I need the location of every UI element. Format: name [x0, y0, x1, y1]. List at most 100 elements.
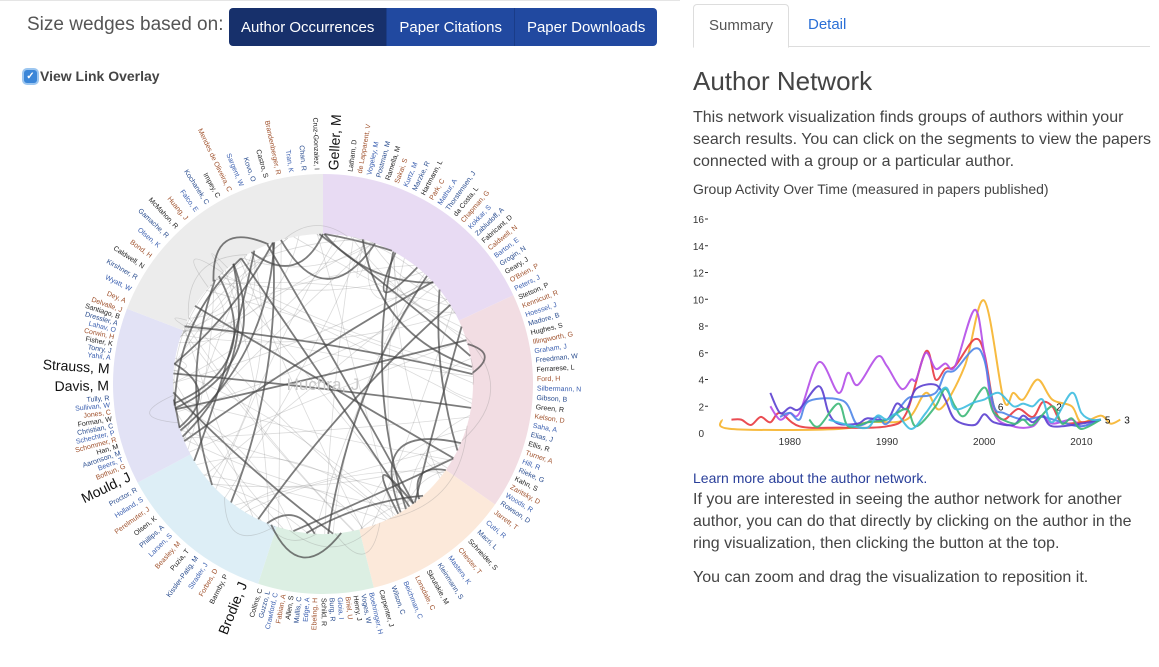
view-link-overlay-toggle[interactable]: ✓ View Link Overlay [24, 68, 160, 84]
author-link-curve [203, 474, 386, 521]
author-link-curve [284, 225, 347, 240]
author-label[interactable]: Wilson, C [389, 585, 405, 616]
author-link-curve [293, 457, 454, 532]
author-label[interactable]: Mullis, C [294, 596, 304, 623]
author-link-curve [174, 317, 188, 327]
author-link-curve [183, 250, 254, 441]
author-label[interactable]: Strauss, M [42, 356, 110, 376]
author-link-curve [416, 468, 446, 500]
size-mode-button-group: Author Occurrences Paper Citations Paper… [229, 8, 658, 46]
author-label[interactable]: Cruz-Gonzalez, I [311, 117, 320, 170]
author-link-curve [371, 308, 454, 526]
author-label[interactable]: Geller, M [325, 114, 344, 171]
author-label[interactable]: Chan, R [298, 145, 307, 171]
ring-wedge-group[interactable] [445, 295, 534, 505]
author-link-curve [183, 326, 254, 517]
author-label[interactable]: Davis, M [54, 377, 109, 394]
y-tick-label: 2 [698, 402, 704, 413]
author-label[interactable]: Burg, R [328, 598, 336, 622]
author-link-curve [224, 497, 276, 536]
ring-wedge-group[interactable] [359, 470, 496, 588]
series-line [769, 383, 1102, 428]
author-link-curve [387, 257, 405, 513]
author-label[interactable]: Silbermann, N [537, 386, 582, 394]
author-link-curve [437, 289, 459, 451]
author-link-curve [209, 282, 452, 307]
ring-wedge-group[interactable] [112, 308, 191, 483]
tab-detail[interactable]: Detail [808, 16, 847, 33]
author-link-curve [323, 233, 434, 284]
view-link-overlay-label: View Link Overlay [40, 68, 160, 84]
y-tick-label: 6 [698, 349, 704, 360]
author-label[interactable]: Graham, J [534, 343, 567, 355]
author-link-curve [240, 257, 411, 508]
tab-summary[interactable]: Summary [693, 4, 790, 48]
author-link-curve [381, 251, 407, 510]
author-link-curve [181, 263, 240, 438]
x-tick-label: 1990 [876, 437, 899, 445]
y-tick-label: 0 [698, 429, 704, 440]
author-label[interactable]: Latham, D [348, 139, 359, 172]
author-label[interactable]: Freedman, W [535, 353, 578, 365]
author-label[interactable]: Sullivan, W [75, 402, 111, 413]
author-link-curve [178, 276, 233, 343]
series-end-label: 3 [1124, 416, 1130, 427]
author-link-curve [172, 279, 432, 384]
author-label[interactable]: Ferrarese, L [536, 364, 575, 373]
paper-downloads-button[interactable]: Paper Downloads [513, 8, 658, 46]
author-label[interactable]: Briel, U [344, 596, 354, 620]
author-label[interactable]: Green, R [535, 404, 564, 414]
author-label[interactable]: Tonry, J [87, 344, 112, 355]
author-label[interactable]: Schild, R [320, 598, 327, 626]
ring-wedge-group[interactable] [137, 454, 277, 584]
author-link-curve [193, 250, 256, 462]
learn-more-link[interactable]: Learn more about the author network. [693, 470, 928, 486]
author-label[interactable]: Ebeling, H [311, 598, 319, 631]
author-link-curve [234, 444, 461, 506]
author-label[interactable]: Kovo, O [242, 157, 257, 184]
ring-wedge-group[interactable] [258, 526, 374, 594]
author-label[interactable]: Gioia, I [336, 597, 345, 620]
x-tick-label: 1980 [779, 437, 802, 445]
author-label[interactable]: Yahil, A [87, 352, 111, 362]
ring-wedge-group[interactable] [323, 174, 514, 321]
author-link-curve [280, 239, 376, 280]
center-author-label: Huchra, J [287, 375, 360, 394]
author-link-curve [181, 264, 415, 334]
author-label[interactable]: Saha, A [532, 423, 558, 435]
author-link-curve [257, 304, 451, 520]
author-link-curve [189, 339, 467, 453]
y-tick-label: 4 [698, 376, 704, 387]
author-link-curve [215, 234, 339, 490]
author-occurrences-button[interactable]: Author Occurrences [229, 8, 387, 46]
view-link-overlay-checkbox[interactable]: ✓ [24, 69, 37, 83]
author-label[interactable]: Gibson, B [536, 395, 567, 404]
author-link-curve [173, 242, 274, 365]
author-label[interactable]: Tran, K [284, 150, 294, 174]
author-link-curve [270, 524, 342, 559]
author-label[interactable]: Edge, A [303, 597, 312, 622]
author-link-curve [467, 343, 486, 374]
author-label[interactable]: Allen, S [285, 595, 295, 620]
ring-wedge-group[interactable] [126, 174, 323, 331]
paper-citations-button[interactable]: Paper Citations [386, 8, 514, 46]
author-link-curve [173, 271, 224, 404]
author-label[interactable]: Ford, H [537, 376, 560, 384]
author-link-curve [174, 263, 245, 410]
author-link-curve [173, 372, 472, 409]
author-label[interactable]: Henry, J [351, 595, 362, 621]
author-label[interactable]: Jones, C [83, 409, 111, 420]
other-author-text: If you are interested in seeing the auth… [693, 491, 1132, 552]
series-end-label: 5 [1105, 416, 1111, 427]
author-link-curve [185, 322, 473, 377]
author-link-curve [461, 336, 492, 442]
author-link-curve [188, 317, 392, 518]
author-link-curve [360, 428, 467, 530]
author-label[interactable]: Castro, S [254, 149, 269, 179]
author-ring-visualization[interactable]: Huchra, J Geller, M Latham, Dde Lapparent… [0, 90, 660, 667]
author-link-curve [173, 257, 242, 406]
author-link-curve [212, 236, 269, 282]
author-label[interactable]: Kelson, D [534, 413, 565, 425]
author-label[interactable]: Tully, R [86, 395, 109, 404]
author-link-curve [324, 237, 355, 535]
